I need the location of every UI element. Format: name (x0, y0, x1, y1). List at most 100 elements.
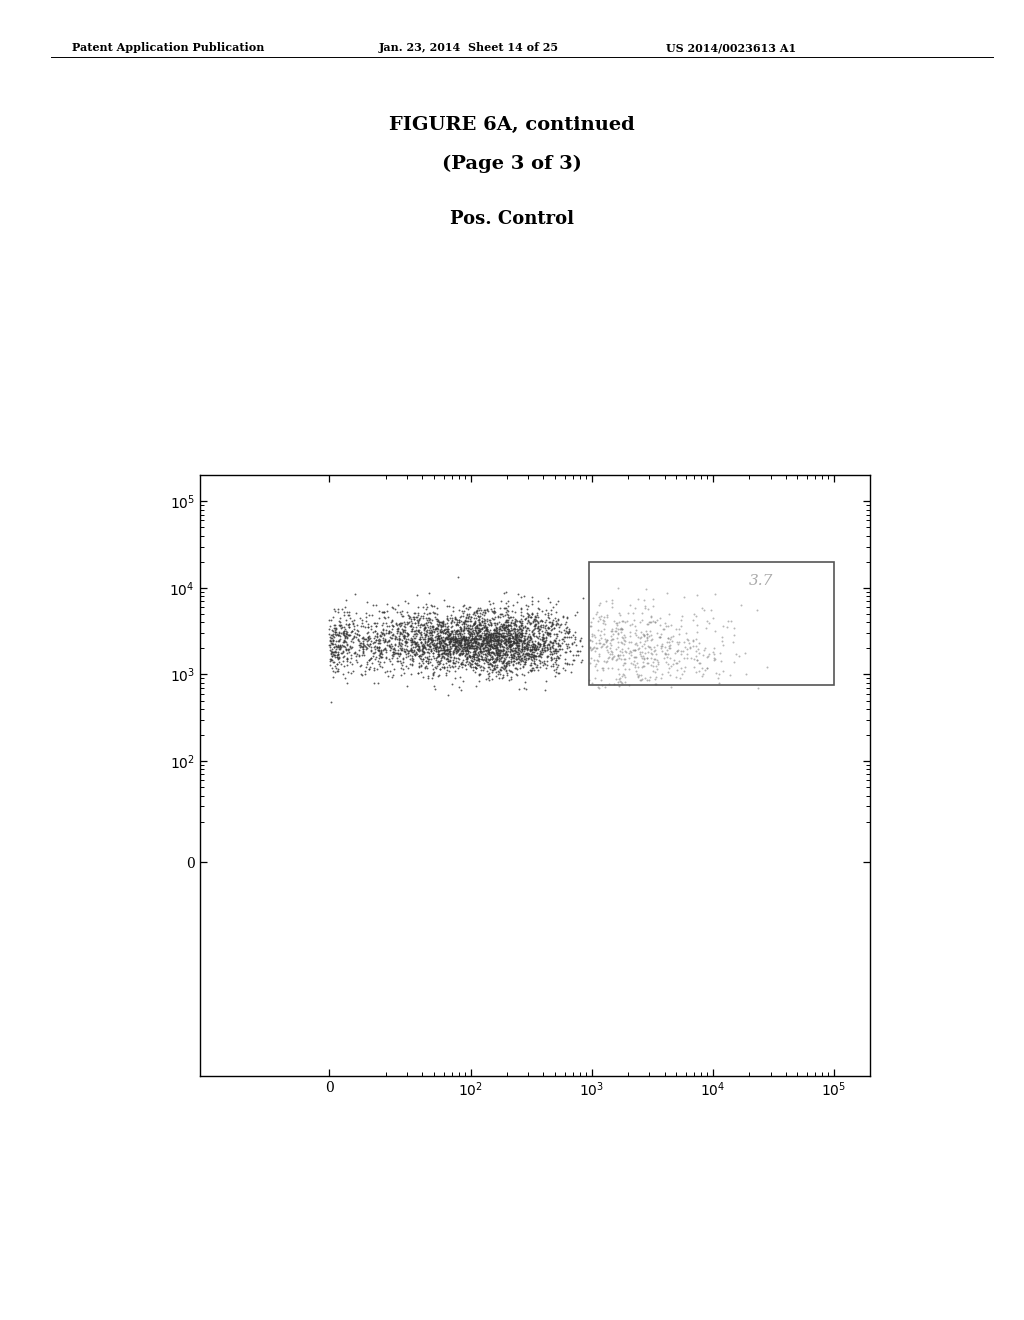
Point (337, 638, 353, 659)
Point (628, 645, 644, 667)
Point (488, 647, 505, 668)
Point (500, 630, 516, 651)
Point (446, 628, 463, 649)
Point (498, 628, 514, 649)
Point (520, 643, 537, 664)
Point (608, 648, 625, 669)
Point (432, 619, 449, 640)
Point (495, 615, 511, 636)
Point (480, 653, 497, 675)
Point (546, 648, 562, 669)
Point (417, 616, 433, 638)
Point (667, 643, 683, 664)
Point (432, 631, 449, 652)
Point (479, 611, 496, 632)
Point (487, 623, 504, 644)
Point (519, 612, 536, 634)
Point (457, 634, 473, 655)
Point (408, 622, 424, 643)
Point (426, 648, 442, 669)
Point (518, 638, 535, 659)
Point (403, 649, 420, 671)
Point (396, 638, 413, 659)
Point (471, 620, 487, 642)
Point (609, 615, 626, 636)
Point (499, 663, 515, 684)
Point (463, 634, 479, 655)
Point (461, 638, 477, 659)
Point (596, 649, 612, 671)
Point (647, 655, 664, 676)
Point (490, 660, 507, 681)
Point (413, 607, 429, 628)
Point (490, 651, 507, 672)
Text: (Page 3 of 3): (Page 3 of 3) (442, 154, 582, 173)
Point (377, 630, 393, 651)
Point (445, 634, 462, 655)
Point (477, 626, 494, 647)
Point (523, 612, 540, 634)
Point (482, 628, 499, 649)
Point (404, 616, 421, 638)
Point (411, 638, 427, 659)
Point (612, 644, 629, 665)
Point (447, 651, 464, 672)
Point (637, 638, 653, 659)
Point (429, 635, 445, 656)
Point (535, 634, 551, 655)
Point (634, 647, 650, 668)
Point (461, 616, 477, 638)
Point (535, 628, 551, 649)
Point (455, 638, 471, 659)
Point (669, 659, 685, 680)
Point (470, 632, 486, 653)
Point (489, 639, 506, 660)
Point (471, 628, 487, 649)
Point (430, 611, 446, 632)
Point (385, 642, 401, 663)
Point (367, 648, 383, 669)
Point (545, 635, 561, 656)
Point (681, 638, 697, 659)
Point (447, 615, 464, 636)
Point (472, 660, 488, 681)
Point (488, 636, 505, 657)
Point (516, 636, 532, 657)
Point (509, 664, 525, 685)
Point (724, 631, 740, 652)
Point (633, 671, 649, 692)
Point (635, 652, 651, 673)
Point (374, 615, 390, 636)
Point (531, 619, 548, 640)
Point (522, 659, 539, 680)
Point (473, 634, 489, 655)
Point (643, 611, 659, 632)
Point (559, 622, 575, 643)
Point (336, 624, 352, 645)
Point (499, 635, 515, 656)
Point (524, 657, 541, 678)
Point (588, 653, 604, 675)
Point (461, 618, 477, 639)
Point (330, 642, 346, 663)
Point (615, 634, 632, 655)
Point (489, 645, 506, 667)
Point (497, 618, 513, 639)
Point (613, 627, 630, 648)
Point (419, 622, 435, 643)
Point (425, 638, 441, 659)
Point (510, 643, 526, 664)
Point (505, 631, 521, 652)
Point (430, 626, 446, 647)
Point (431, 628, 447, 649)
Point (445, 635, 462, 656)
Point (536, 640, 552, 661)
Point (333, 653, 349, 675)
Point (524, 657, 541, 678)
Point (591, 632, 607, 653)
Point (465, 645, 481, 667)
Point (460, 620, 476, 642)
Point (497, 644, 513, 665)
Point (493, 603, 509, 624)
Point (414, 622, 430, 643)
